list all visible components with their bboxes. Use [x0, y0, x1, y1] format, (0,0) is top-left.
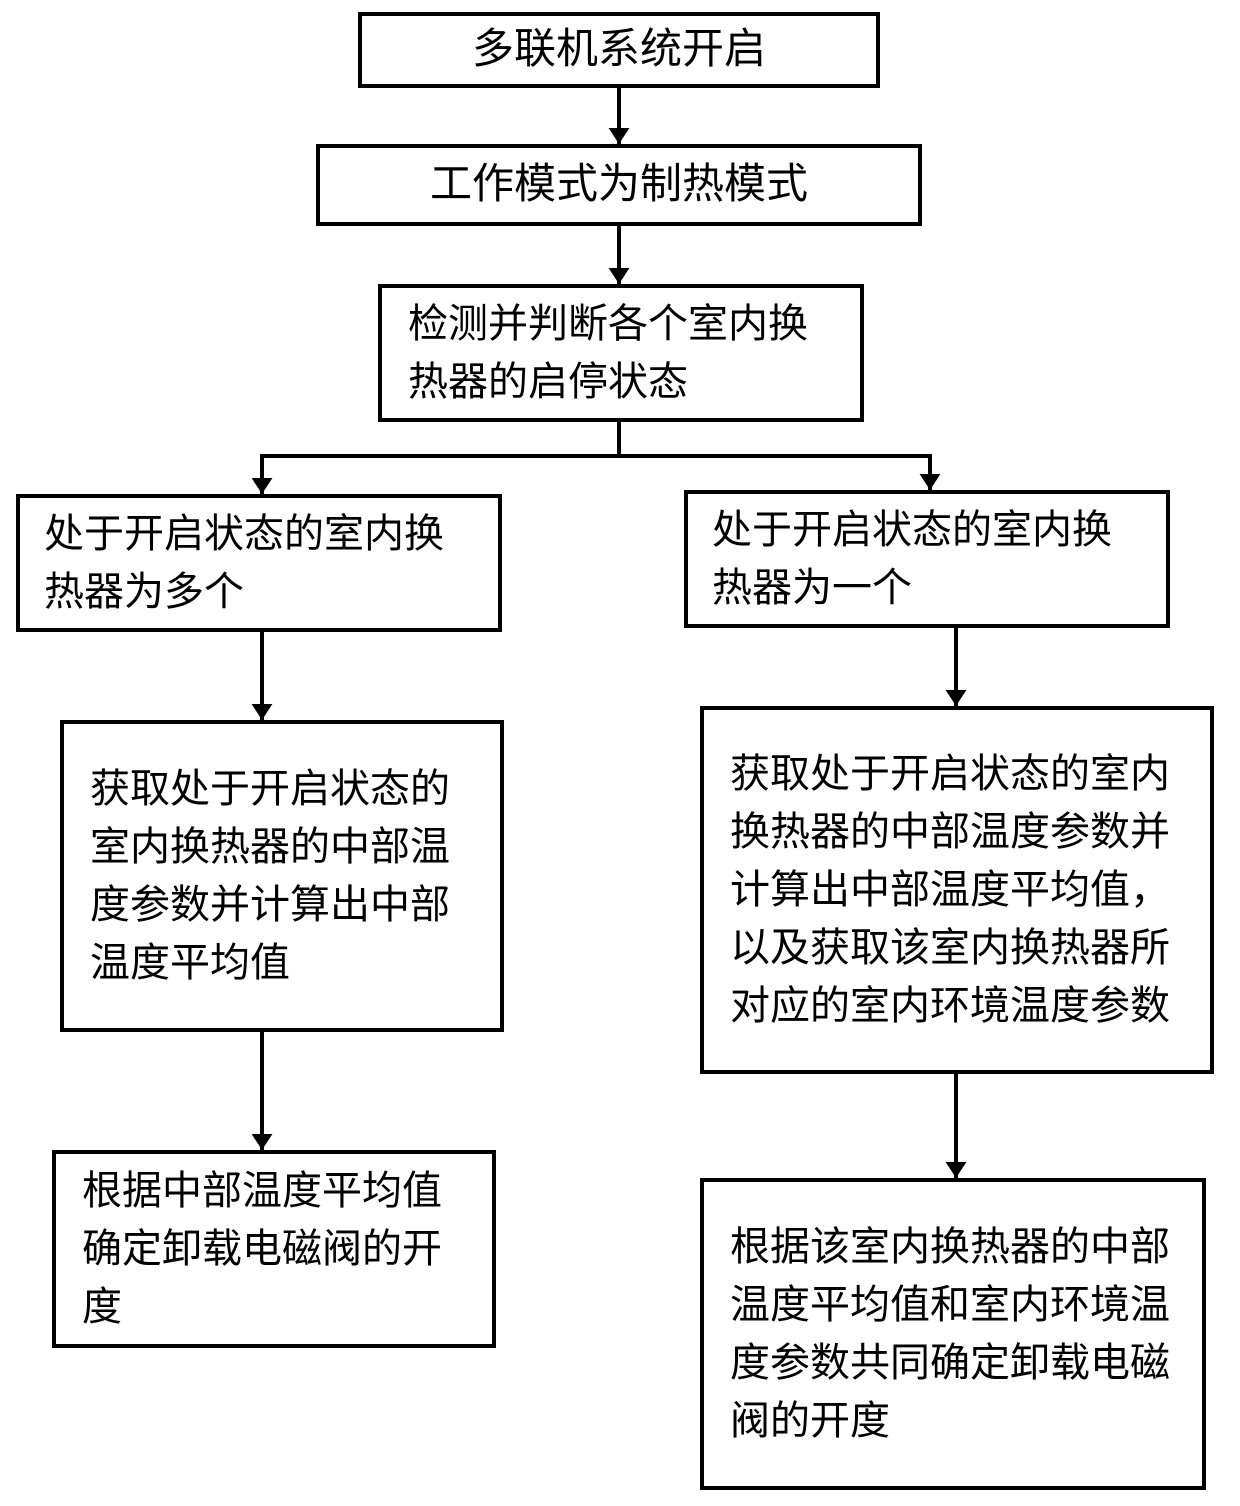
flowchart-node-n3: 检测并判断各个室内换热器的启停状态 [378, 284, 864, 422]
flowchart-node-label: 检测并判断各个室内换热器的启停状态 [408, 295, 834, 411]
flowchart-node-n7: 获取处于开启状态的室内换热器的中部温度参数并计算出中部温度平均值，以及获取该室内… [700, 706, 1214, 1074]
flowchart-node-label: 根据中部温度平均值确定卸载电磁阀的开度 [82, 1162, 466, 1336]
flowchart-node-label: 根据该室内换热器的中部温度平均值和室内环境温度参数共同确定卸载电磁阀的开度 [730, 1218, 1176, 1450]
flowchart-node-n8: 根据中部温度平均值确定卸载电磁阀的开度 [52, 1150, 496, 1348]
flowchart-node-n4: 处于开启状态的室内换热器为多个 [16, 494, 502, 632]
flowchart-node-label: 处于开启状态的室内换热器为一个 [712, 501, 1142, 617]
flowchart-node-label: 获取处于开启状态的室内换热器的中部温度参数并计算出中部温度平均值 [90, 760, 474, 992]
flowchart-node-label: 工作模式为制热模式 [430, 155, 808, 216]
flowchart-node-n6: 获取处于开启状态的室内换热器的中部温度参数并计算出中部温度平均值 [60, 720, 504, 1032]
flowchart-node-n9: 根据该室内换热器的中部温度平均值和室内环境温度参数共同确定卸载电磁阀的开度 [700, 1178, 1206, 1490]
flowchart-node-n5: 处于开启状态的室内换热器为一个 [684, 490, 1170, 628]
flowchart-node-label: 处于开启状态的室内换热器为多个 [44, 505, 474, 621]
flowchart-canvas: 多联机系统开启工作模式为制热模式检测并判断各个室内换热器的启停状态处于开启状态的… [0, 0, 1240, 1506]
flowchart-node-n1: 多联机系统开启 [358, 12, 880, 88]
flowchart-node-label: 获取处于开启状态的室内换热器的中部温度参数并计算出中部温度平均值，以及获取该室内… [730, 745, 1184, 1035]
flowchart-node-label: 多联机系统开启 [472, 20, 766, 81]
flowchart-node-n2: 工作模式为制热模式 [316, 144, 922, 226]
